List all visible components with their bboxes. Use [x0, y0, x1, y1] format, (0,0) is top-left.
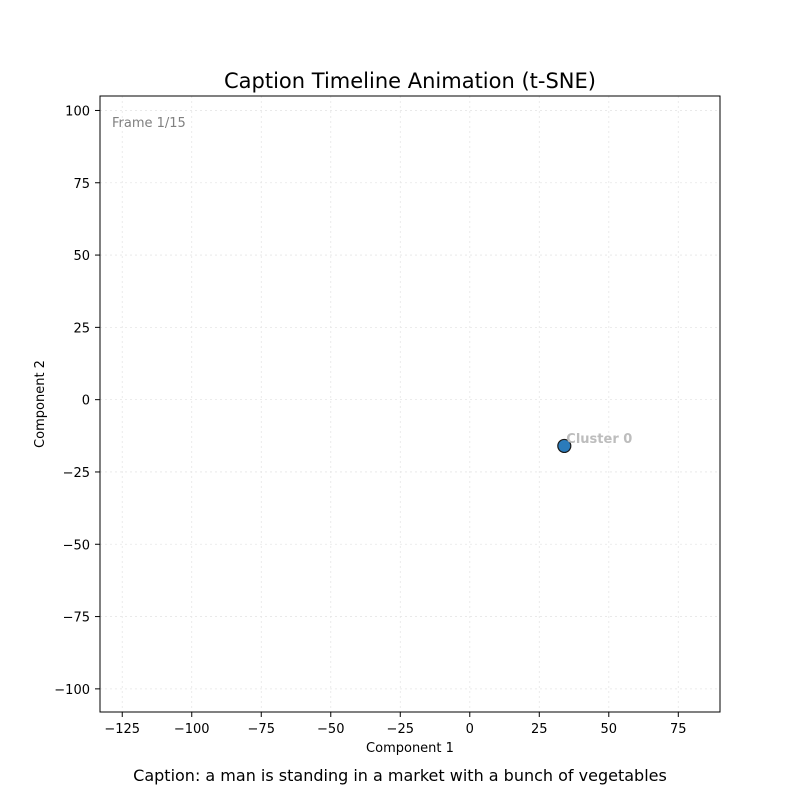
scatter-points: Cluster 0 [557, 432, 632, 454]
y-tick-label: −100 [54, 683, 90, 698]
x-tick-label: 50 [601, 722, 618, 737]
x-tick-label: −25 [387, 722, 414, 737]
frame-indicator: Frame 1/15 [112, 116, 186, 131]
x-axis-label: Component 1 [366, 741, 454, 756]
x-tick-label: −100 [174, 722, 210, 737]
y-axis: 100 75 50 25 0 −25 −50 −75 −100 [54, 104, 100, 698]
grid [100, 96, 720, 712]
x-tick-label: 75 [670, 722, 687, 737]
x-tick-label: −75 [248, 722, 275, 737]
x-tick-label: −125 [104, 722, 140, 737]
y-tick-label: −75 [63, 611, 90, 626]
x-axis: −125 −100 −75 −50 −25 0 25 50 75 [104, 712, 687, 737]
y-tick-label: −25 [63, 466, 90, 481]
y-tick-label: 75 [73, 177, 90, 192]
x-tick-label: 25 [531, 722, 548, 737]
y-tick-label: 50 [73, 249, 90, 264]
caption-text: Caption: a man is standing in a market w… [133, 766, 667, 785]
chart-title: Caption Timeline Animation (t-SNE) [224, 69, 596, 93]
y-axis-label: Component 2 [33, 360, 48, 448]
plot-area-frame [99, 95, 721, 713]
y-tick-label: 25 [73, 321, 90, 336]
y-tick-label: 100 [65, 104, 90, 119]
point-label: Cluster 0 [566, 432, 632, 447]
scatter-point [557, 438, 572, 454]
y-tick-label: −50 [63, 538, 90, 553]
x-tick-label: 0 [466, 722, 474, 737]
x-tick-label: −50 [317, 722, 344, 737]
y-tick-label: 0 [82, 394, 90, 409]
